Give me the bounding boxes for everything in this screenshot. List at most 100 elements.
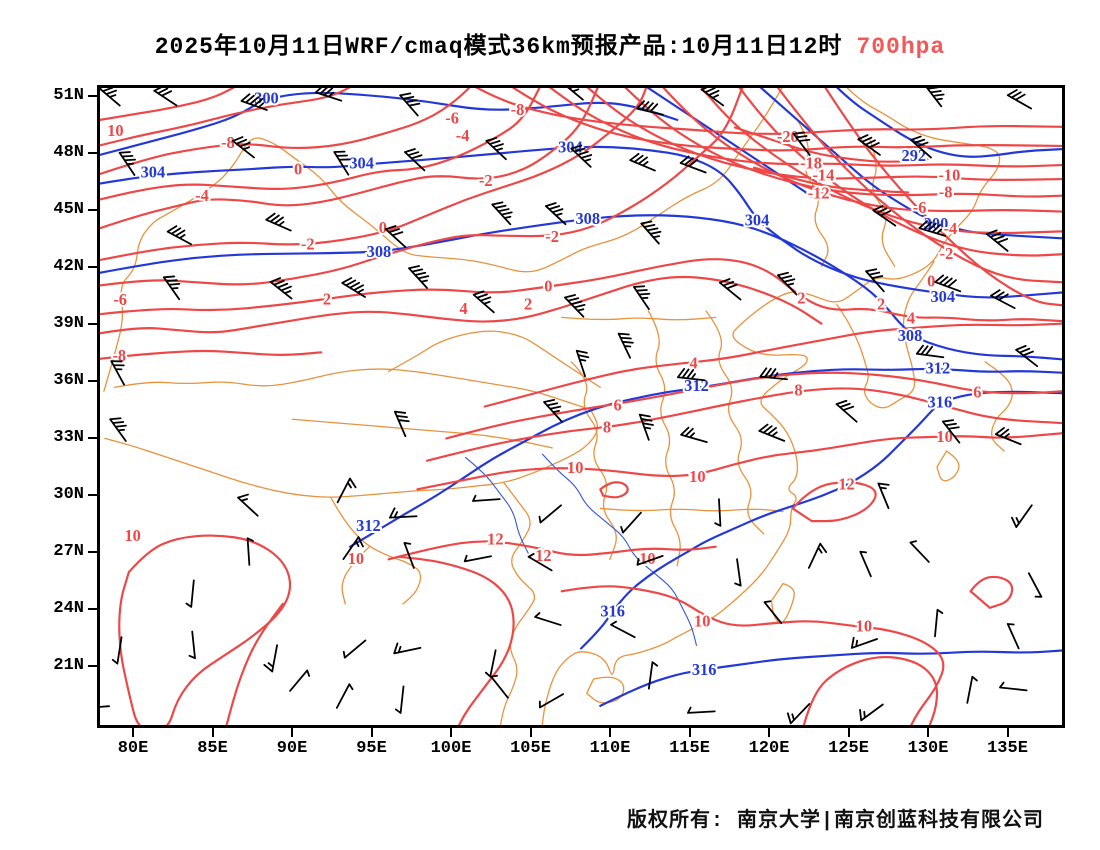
- wind-barb: [679, 155, 707, 174]
- wind-barb: [472, 290, 495, 314]
- lon-tick: [370, 728, 373, 737]
- contour-label: -12: [808, 184, 830, 203]
- lon-tick: [529, 728, 532, 737]
- contour-label: -2: [479, 171, 493, 190]
- wind-barb: [734, 558, 742, 587]
- lon-tick: [688, 728, 691, 737]
- wind-barb: [877, 482, 890, 510]
- lon-tick: [927, 728, 929, 737]
- contour-label: -8: [939, 182, 953, 201]
- contour-label: 10: [694, 612, 710, 631]
- contour-label: 2: [524, 294, 532, 313]
- wind-barb: [403, 542, 415, 569]
- wind-barb: [1006, 623, 1020, 650]
- lat-tick: [88, 380, 97, 382]
- contour-label: 304: [349, 154, 374, 173]
- contour-label: 2: [797, 289, 805, 308]
- wind-barb: [166, 225, 193, 246]
- wind-barb: [393, 642, 422, 655]
- wind-barb: [341, 277, 366, 298]
- wind-barb: [1011, 504, 1033, 528]
- wind-barb: [718, 278, 742, 301]
- temperature-contours: [100, 88, 1062, 725]
- wind-barb: [388, 507, 418, 519]
- wind-barb: [333, 150, 351, 176]
- wind-barb: [934, 608, 944, 638]
- wind-barb: [538, 693, 565, 709]
- contour-label: 4: [689, 354, 697, 373]
- page-title: 2025年10月11日WRF/cmaq模式36km预报产品:10月11日12时 7…: [0, 26, 1100, 60]
- lon-tick-label: 80E: [117, 739, 149, 758]
- wind-barb: [700, 88, 725, 107]
- wind-barb: [109, 417, 127, 442]
- lon-tick: [1006, 728, 1009, 737]
- lat-tick-label: 27N: [53, 542, 84, 561]
- wind-barb: [835, 399, 858, 423]
- lon-tick-label: 125E: [828, 739, 869, 758]
- lat-tick: [88, 152, 97, 154]
- contour-label: 6: [613, 396, 621, 415]
- lat-tick-label: 21N: [53, 656, 84, 675]
- wind-barb: [792, 131, 811, 156]
- wind-barb: [231, 136, 255, 159]
- lat-tick-label: 33N: [53, 428, 84, 447]
- lat-tick-label: 30N: [53, 485, 84, 504]
- contour-label: -4: [456, 126, 470, 145]
- contour-label: 12: [487, 529, 503, 548]
- wind-barb: [859, 550, 872, 578]
- wind-barb: [265, 212, 292, 232]
- contour-label: -4: [195, 186, 209, 205]
- lat-tick-label: 39N: [53, 314, 84, 333]
- contour-label: -10: [938, 166, 960, 185]
- wind-barb: [865, 268, 885, 293]
- wind-barb: [1027, 572, 1043, 598]
- contour-label: 316: [692, 660, 717, 679]
- lon-tick: [450, 728, 452, 737]
- wind-barb: [647, 661, 659, 690]
- copyright-footer: 版权所有: 南京大学|南京创蓝科技有限公司: [626, 810, 1044, 833]
- wind-barb: [575, 349, 590, 378]
- contour-label: 10: [856, 617, 872, 636]
- lon-tick-label: 100E: [430, 739, 472, 758]
- wind-barb: [910, 135, 932, 159]
- contour-label: 308: [367, 242, 392, 261]
- wind-barb: [850, 636, 878, 649]
- wind-barb: [263, 644, 278, 673]
- wind-barb: [240, 93, 268, 111]
- wind-barb: [188, 630, 196, 660]
- wind-barb: [786, 703, 811, 725]
- wind-barb: [620, 511, 642, 534]
- wind-barb: [408, 265, 430, 289]
- wind-barb: [941, 419, 961, 444]
- wind-barb: [1006, 89, 1032, 110]
- lon-tick-label: 130E: [907, 739, 949, 758]
- wind-barb: [638, 413, 654, 441]
- wind-barb: [857, 134, 881, 156]
- wind-barb: [714, 498, 722, 527]
- wind-barb: [100, 88, 121, 107]
- wind-barb: [570, 144, 593, 168]
- lon-tick: [609, 728, 611, 737]
- wind-barb: [544, 202, 567, 226]
- contour-label: 316: [928, 393, 953, 412]
- wind-barb: [289, 669, 311, 692]
- wind-barb: [640, 220, 662, 245]
- wind-barb: [872, 204, 897, 227]
- contour-label: -8: [511, 100, 525, 119]
- lon-tick-label: 110E: [589, 739, 631, 758]
- contour-label: 308: [575, 209, 600, 228]
- contour-label: 12: [535, 546, 551, 565]
- contour-label: 4: [460, 299, 468, 318]
- wind-barb: [342, 639, 367, 659]
- wind-barb: [966, 675, 978, 704]
- contour-label: 12: [838, 475, 854, 494]
- lon-tick-label: 105E: [510, 739, 551, 758]
- lon-tick-label: 115E: [669, 739, 710, 758]
- lat-tick: [88, 665, 97, 667]
- wind-barb: [915, 344, 945, 359]
- wind-barb: [111, 636, 123, 665]
- lon-tick: [211, 728, 214, 737]
- contour-label: -6: [445, 108, 459, 127]
- contour-label: -2: [545, 227, 559, 246]
- contour-label: -6: [913, 198, 927, 217]
